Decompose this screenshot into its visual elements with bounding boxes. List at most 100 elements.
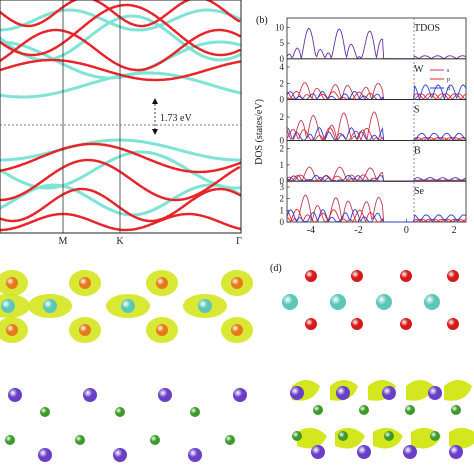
isosurface-lobe [406,380,434,401]
green-atom [384,431,394,441]
orange-atom [79,324,91,336]
green-atom [75,435,85,445]
green-atom [5,435,15,445]
dos-y-tick-label: 2 [280,194,285,204]
dos-subplot-frame [286,99,467,141]
dos-y-tick-label: 2 [280,112,285,122]
dos-y-tick-label: 0 [280,95,285,105]
purple-atom [382,386,396,400]
dos-subplot-frame [286,180,467,223]
purple-atom [233,388,247,402]
green-atom [430,431,440,441]
band-plot-frame [0,0,242,234]
teal-atom [376,294,392,310]
dos-curve [286,208,467,223]
purple-atom [336,386,350,400]
dos-panel: (b) DOS (states/eV) TDOS0510W024S02B012S… [254,15,467,236]
dos-curve [286,194,466,223]
purple-atom [449,445,463,459]
legend-entry-p: p [447,77,450,83]
green-atom [115,407,125,417]
isosurface-lobe [449,427,474,449]
teal-atom [198,299,212,313]
dos-y-tick-label: 2 [280,144,285,154]
dos-legend: s p d [430,68,450,92]
dos-y-tick-label: 1 [280,160,285,170]
dos-subplot-frame [286,139,467,182]
dos-y-tick-label: 2 [280,78,285,88]
purple-atom [8,388,22,402]
red-atom [447,318,459,330]
dos-curve [286,82,467,101]
dos-y-tick-label: 1 [280,205,285,215]
dos-curve [286,127,466,142]
dos-subplot-label: W [414,64,424,75]
dos-y-tick-label: 3 [280,182,285,192]
green-atom [190,407,200,417]
teal-atom [330,294,346,310]
dos-curve [286,208,467,223]
panel-label-b: (b) [256,15,268,26]
purple-atom [113,448,127,462]
dos-subplot-label: S [414,105,420,116]
legend-entry-d: d [447,86,450,92]
dos-y-tick-label: 0 [280,217,285,227]
green-atom [40,407,50,417]
red-atom [351,270,363,282]
dos-subplot-label: TDOS [414,23,440,34]
green-atom [150,435,160,445]
purple-atom [38,448,52,462]
isosurface-lobe [297,427,327,449]
green-atom [225,435,235,445]
dos-subplot-tdos: TDOS 0 5 10 [275,17,467,64]
x-tick-label-k: K [116,236,124,247]
dos-subplot-label: B [414,145,421,156]
dos-subplot-label: Se [414,186,425,197]
red-atom [400,318,412,330]
purple-atom [188,448,202,462]
x-tick-label-m: M [59,236,68,247]
dos-subplot-b: B 0 1 2 [280,139,467,186]
dos-y-axis-label: DOS (states/eV) [254,99,265,165]
red-atom [351,318,363,330]
red-atom [305,318,317,330]
dos-y-tick-label: 0 [280,135,285,145]
dos-subplot-s: S 0 2 [280,99,467,145]
purple-atom [158,388,172,402]
orange-atom [156,324,168,336]
purple-atom [311,445,325,459]
dos-x-tick-label: -2 [354,225,362,236]
orange-atom [6,324,18,336]
dos-y-tick-label: 4 [280,62,285,72]
orange-atom [79,277,91,289]
dos-x-tick-label: -4 [307,225,315,236]
red-atom [305,270,317,282]
red-atom [447,270,459,282]
dos-x-tick-label: 2 [452,225,457,236]
green-atom [405,405,415,415]
green-atom [313,405,323,415]
teal-atom [43,299,57,313]
structure-panel-d: (d) [270,263,474,459]
charge-density-panel-c [0,270,253,462]
dos-x-tick-label: 0 [404,225,409,236]
x-tick-label-gamma: Γ [236,236,242,247]
dos-subplot-se: Se 0 12 3 [280,180,467,227]
dos-curve [286,27,467,60]
dos-y-tick-label: 0 [280,54,285,64]
legend-entry-s: s [447,68,450,74]
dos-y-tick-label: 10 [275,22,285,32]
teal-atom [1,299,15,313]
dos-curve [286,84,467,102]
orange-atom [231,324,243,336]
dos-y-tick-label: 5 [280,38,285,48]
teal-atom [121,299,135,313]
purple-atom [403,445,417,459]
purple-atom [357,445,371,459]
purple-atom [290,386,304,400]
purple-atom [83,388,97,402]
green-atom [338,431,348,441]
green-atom [451,405,461,415]
